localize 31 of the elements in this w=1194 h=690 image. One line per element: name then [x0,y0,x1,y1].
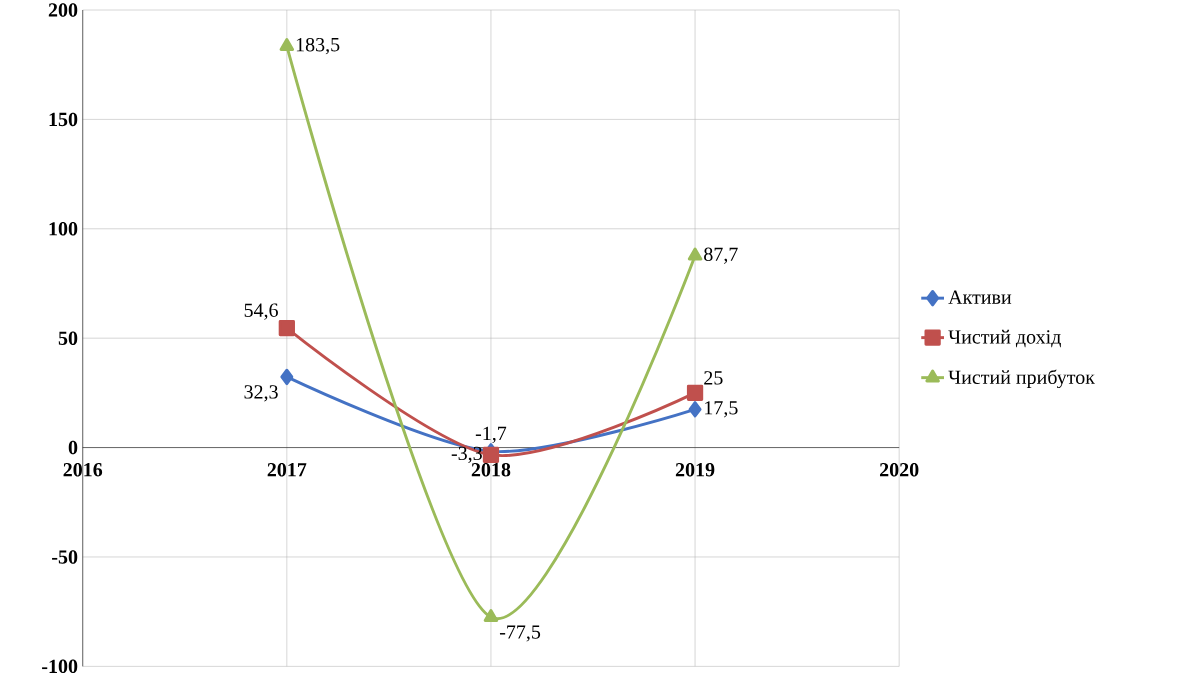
point [482,446,500,463]
x-tick-label: 2019 [675,462,715,477]
data-label: 87,7 [704,247,738,264]
data-label: -77,5 [499,625,541,642]
data-label: -1,7 [475,426,507,443]
legend-label: Чистий прибуток [948,369,1095,388]
point [686,384,704,401]
point [278,319,295,337]
y-tick-label: 200 [48,3,78,17]
x-tick-label: 2017 [267,462,307,477]
y-tick-label: -50 [52,550,78,564]
data-label: -3,3 [451,446,482,463]
legend-label: Активи [948,290,1012,304]
data-label: 25 [704,370,723,385]
y-tick-label: 100 [49,221,78,236]
y-tick-label: 50 [58,331,78,345]
point [688,400,702,418]
y-tick-label: -100 [42,659,78,673]
data-label: 183,5 [296,37,340,55]
point [279,37,295,51]
x-tick-label: 2020 [880,462,919,477]
data-label: 32,3 [244,385,278,402]
point [280,368,294,385]
y-tick-label: 0 [68,440,78,455]
data-label: 17,5 [705,400,738,418]
x-tick-label: 2018 [471,462,511,477]
legend-label: Чистий дохід [948,329,1061,348]
y-tick-label: 150 [49,112,78,126]
point [687,247,703,261]
data-label: 54,6 [244,303,278,320]
x-tick-label: 2016 [63,462,103,477]
